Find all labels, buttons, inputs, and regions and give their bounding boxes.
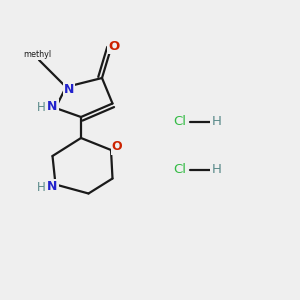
Text: N: N [47, 180, 58, 194]
Text: H: H [37, 101, 46, 114]
Text: O: O [108, 40, 120, 53]
Text: Cl: Cl [173, 115, 187, 128]
Text: methyl: methyl [23, 50, 52, 59]
Text: H: H [212, 163, 221, 176]
Text: O: O [112, 140, 122, 154]
Text: N: N [47, 100, 58, 113]
Text: Cl: Cl [173, 163, 187, 176]
Text: N: N [64, 83, 74, 96]
Text: H: H [37, 181, 46, 194]
Text: H: H [212, 115, 221, 128]
